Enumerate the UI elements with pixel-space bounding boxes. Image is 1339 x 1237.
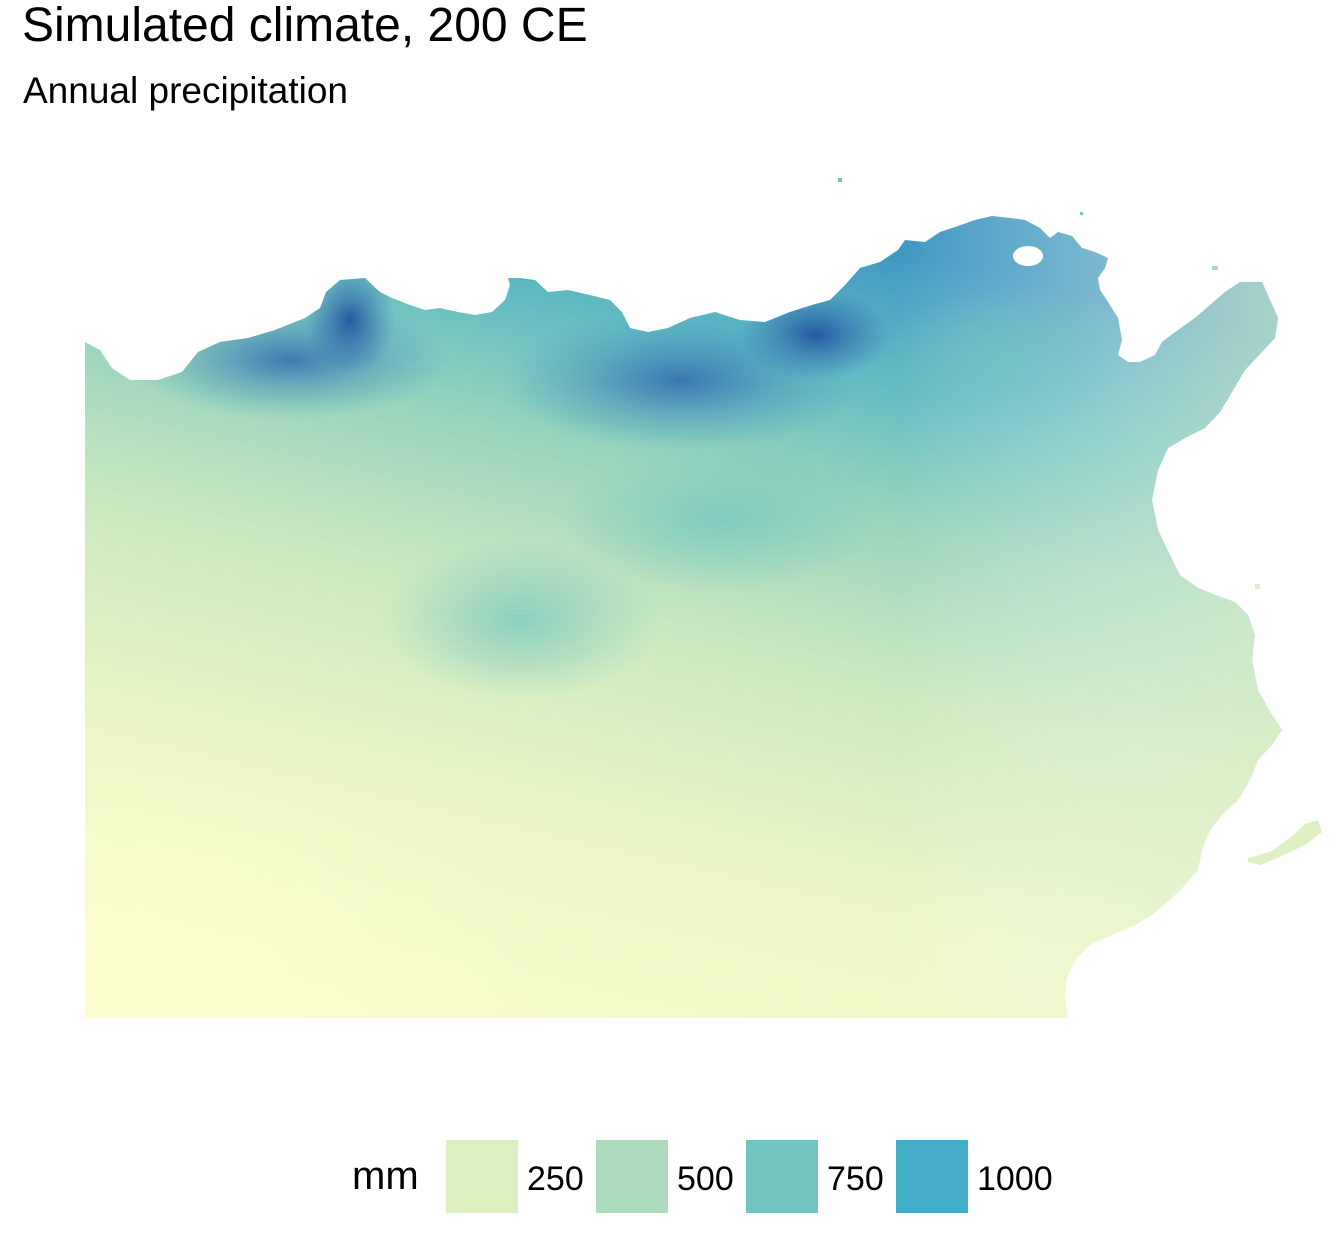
legend-key-1000 [896,1140,968,1213]
chart-subtitle: Annual precipitation [23,70,348,111]
legend-key-500 [596,1140,668,1213]
precipitation-map [85,178,1322,1018]
legend-title: mm [352,1154,419,1198]
legend-key-750 [746,1140,818,1213]
legend-key-250 [446,1140,518,1213]
legend-label-250: 250 [527,1160,584,1198]
legend-label-500: 500 [677,1160,734,1198]
legend-label-750: 750 [827,1160,884,1198]
legend: mm 250 500 750 1000 [352,1140,1072,1213]
legend-label-1000: 1000 [977,1160,1053,1198]
chart-title: Simulated climate, 200 CE [22,0,588,52]
